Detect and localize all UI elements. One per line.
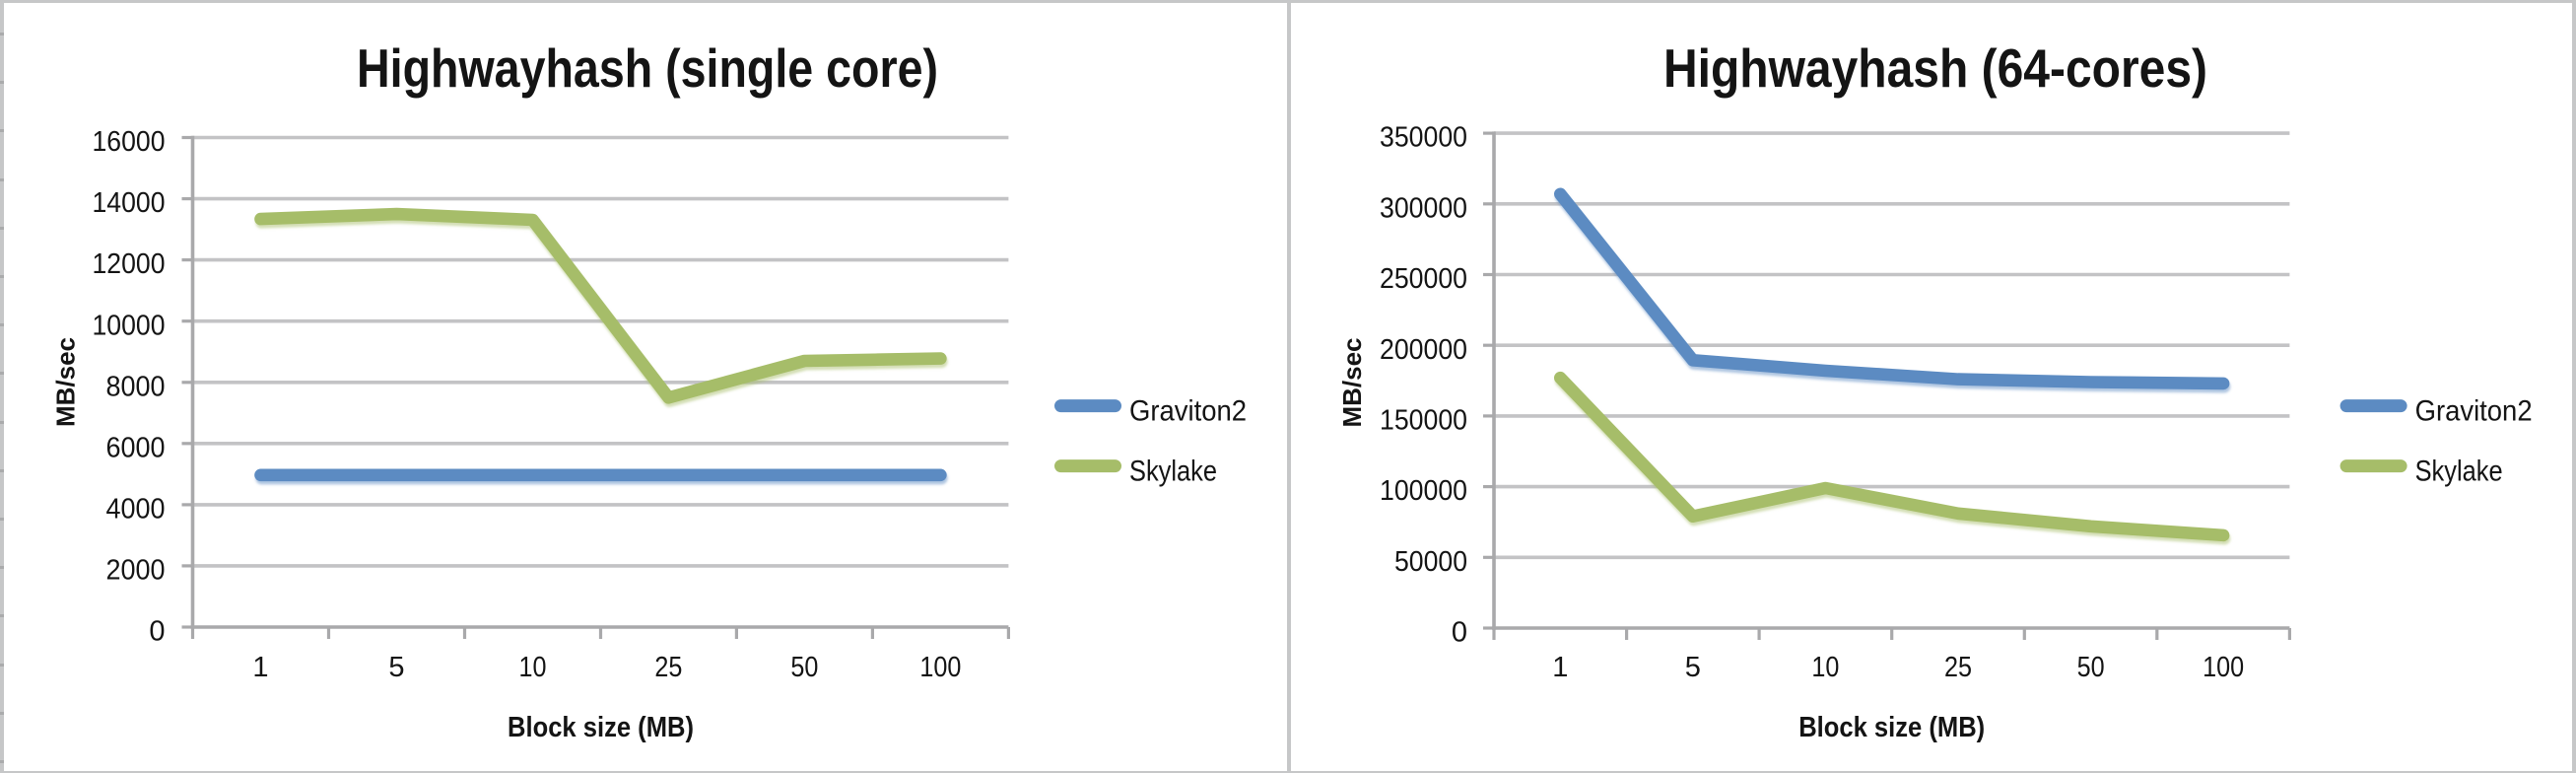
svg-text:8000: 8000	[106, 371, 166, 402]
svg-text:4000: 4000	[106, 494, 166, 526]
svg-text:150000: 150000	[1380, 405, 1467, 437]
svg-text:10: 10	[1811, 652, 1839, 683]
svg-text:0: 0	[149, 616, 165, 648]
svg-text:16000: 16000	[93, 126, 166, 158]
svg-text:6000: 6000	[106, 432, 166, 463]
svg-text:50000: 50000	[1394, 546, 1467, 578]
svg-text:50: 50	[790, 652, 818, 683]
svg-text:25: 25	[654, 652, 682, 683]
svg-text:Skylake: Skylake	[2415, 455, 2503, 487]
svg-text:5: 5	[388, 652, 404, 683]
svg-text:100000: 100000	[1380, 475, 1467, 507]
svg-text:14000: 14000	[93, 187, 166, 219]
svg-text:100: 100	[919, 652, 961, 683]
svg-text:12000: 12000	[93, 248, 166, 280]
svg-text:100: 100	[2203, 652, 2244, 683]
svg-text:1: 1	[1552, 652, 1568, 683]
svg-text:MB/sec: MB/sec	[51, 337, 81, 427]
svg-text:1: 1	[252, 652, 268, 683]
svg-text:50: 50	[2077, 652, 2105, 683]
svg-text:250000: 250000	[1380, 263, 1467, 295]
svg-text:Graviton2: Graviton2	[2415, 394, 2533, 427]
svg-text:350000: 350000	[1380, 122, 1467, 154]
svg-text:Skylake: Skylake	[1129, 455, 1217, 487]
svg-text:200000: 200000	[1380, 334, 1467, 366]
svg-text:2000: 2000	[106, 555, 166, 587]
svg-text:0: 0	[1452, 617, 1467, 649]
svg-text:Block size (MB): Block size (MB)	[1798, 712, 1985, 743]
svg-text:5: 5	[1685, 652, 1701, 683]
svg-text:25: 25	[1944, 652, 1972, 683]
svg-text:Highwayhash (single core): Highwayhash (single core)	[357, 37, 938, 99]
svg-text:Graviton2: Graviton2	[1129, 394, 1247, 427]
svg-text:MB/sec: MB/sec	[1337, 337, 1367, 427]
svg-text:Highwayhash (64-cores): Highwayhash (64-cores)	[1663, 37, 2207, 99]
svg-text:Block size (MB): Block size (MB)	[508, 712, 694, 743]
svg-text:10: 10	[519, 652, 547, 683]
svg-text:10000: 10000	[93, 310, 166, 341]
svg-text:300000: 300000	[1380, 192, 1467, 224]
